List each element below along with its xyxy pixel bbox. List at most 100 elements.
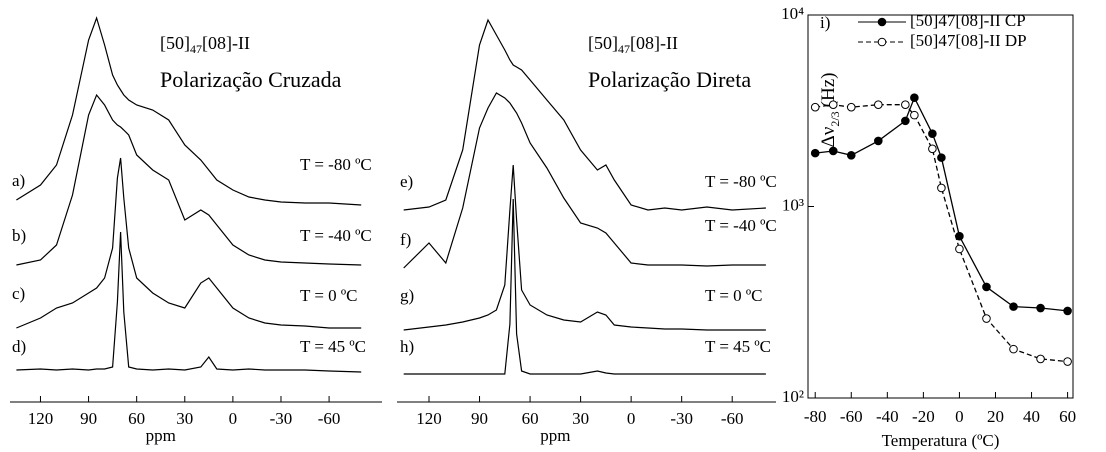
data-point <box>1009 302 1018 311</box>
x-tick-label: -60 <box>318 409 341 428</box>
data-point <box>828 146 838 156</box>
trace-label: b) <box>12 226 26 245</box>
data-point <box>955 244 964 254</box>
data-point <box>937 183 946 193</box>
plot-frame <box>807 14 1074 399</box>
y-tick-label: 10³ <box>782 195 804 214</box>
spectrum-trace <box>403 164 766 331</box>
panel-subtitle: Polarização Direta <box>588 67 751 92</box>
legend-marker <box>877 37 887 47</box>
data-point <box>1009 344 1018 354</box>
panel-title: [50]47[08]-II <box>588 33 678 56</box>
data-point <box>901 116 910 126</box>
x-tick-label: 40 <box>1023 407 1040 426</box>
data-point <box>910 110 919 120</box>
x-tick-label: -80 <box>804 407 827 426</box>
spectrum-trace <box>16 16 362 206</box>
data-point <box>901 100 910 110</box>
x-tick-label: 0 <box>955 407 964 426</box>
x-tick-label: -30 <box>670 409 693 428</box>
title-part: [08]-II <box>630 33 678 53</box>
title-part: [50] <box>160 33 190 53</box>
y-tick-label: 10⁴ <box>781 4 804 23</box>
title-part: 47 <box>618 42 630 56</box>
trace-label: e) <box>400 172 413 191</box>
series-line <box>815 96 1068 312</box>
x-tick-label: 90 <box>471 409 488 428</box>
panel-subtitle: Polarização Cruzada <box>160 67 342 92</box>
legend-label: [50]47[08]-II DP <box>910 31 1027 50</box>
y-axis-label: Δν2/3 (Hz) <box>818 73 841 148</box>
title-part: 47 <box>190 42 202 56</box>
x-axis-label: Temperatura (ºC) <box>882 431 1000 450</box>
data-point <box>846 151 856 160</box>
x-tick-label: -60 <box>721 409 744 428</box>
trace-temperature: T = 45 ºC <box>300 337 366 356</box>
x-tick-label: 60 <box>522 409 539 428</box>
x-tick-label: 0 <box>229 409 238 428</box>
data-point <box>810 148 820 158</box>
trace-temperature: T = -40 ºC <box>300 226 372 245</box>
data-point <box>846 102 856 112</box>
y-label-part: 2/3 <box>828 111 842 126</box>
data-point <box>810 102 820 112</box>
data-point <box>982 282 991 292</box>
data-point <box>1063 306 1072 316</box>
x-tick-label: 120 <box>416 409 442 428</box>
trace-label: f) <box>400 230 411 249</box>
x-tick-label: 60 <box>128 409 145 428</box>
x-tick-label: 120 <box>28 409 54 428</box>
x-tick-label: -60 <box>840 407 863 426</box>
x-tick-label: 60 <box>1059 407 1076 426</box>
x-tick-label: 0 <box>627 409 636 428</box>
spectrum-trace <box>16 93 362 266</box>
trace-temperature: T = -80 ºC <box>705 172 777 191</box>
data-point <box>1063 357 1072 366</box>
trace-label: c) <box>12 284 25 303</box>
panel-label: i) <box>820 13 830 32</box>
data-point <box>937 153 946 162</box>
trace-label: a) <box>12 171 25 190</box>
data-point <box>828 100 838 110</box>
title-part: [08]-II <box>202 33 250 53</box>
spectrum-trace <box>16 157 362 329</box>
trace-label: h) <box>400 337 414 356</box>
data-point <box>928 129 937 138</box>
y-label-part: (Hz) <box>818 73 839 108</box>
x-tick-label: -30 <box>270 409 293 428</box>
spectrum-trace <box>403 92 766 269</box>
trace-temperature: T = 45 ºC <box>705 337 771 356</box>
data-point <box>874 136 883 146</box>
data-point <box>874 100 883 110</box>
spectrum-trace <box>403 198 766 375</box>
series-line <box>815 104 1068 363</box>
y-tick-label: 10² <box>782 387 804 406</box>
trace-label: g) <box>400 286 414 305</box>
legend-label: [50]47[08]-II CP <box>910 11 1026 30</box>
x-tick-label: -40 <box>876 407 899 426</box>
x-axis-label: ppm <box>146 426 176 445</box>
trace-temperature: T = 0 ºC <box>300 286 358 305</box>
spectrum-trace <box>403 18 766 211</box>
data-point <box>1036 303 1045 313</box>
data-point <box>928 144 937 154</box>
panel-title: [50]47[08]-II <box>160 33 250 56</box>
title-part: [50] <box>588 33 618 53</box>
data-point <box>1036 354 1045 364</box>
x-axis-label: ppm <box>540 426 570 445</box>
x-tick-label: 30 <box>176 409 193 428</box>
trace-temperature: T = -40 ºC <box>705 216 777 235</box>
trace-label: d) <box>12 337 26 356</box>
y-label-part: Δν <box>818 126 839 147</box>
legend-marker <box>877 17 887 27</box>
x-tick-label: -20 <box>912 407 935 426</box>
x-tick-label: 30 <box>572 409 589 428</box>
x-tick-label: 90 <box>80 409 97 428</box>
data-point <box>982 314 991 323</box>
data-point <box>910 93 919 102</box>
x-tick-label: 20 <box>987 407 1004 426</box>
spectrum-trace <box>16 231 362 373</box>
trace-temperature: T = 0 ºC <box>705 286 763 305</box>
trace-temperature: T = -80 ºC <box>300 155 372 174</box>
